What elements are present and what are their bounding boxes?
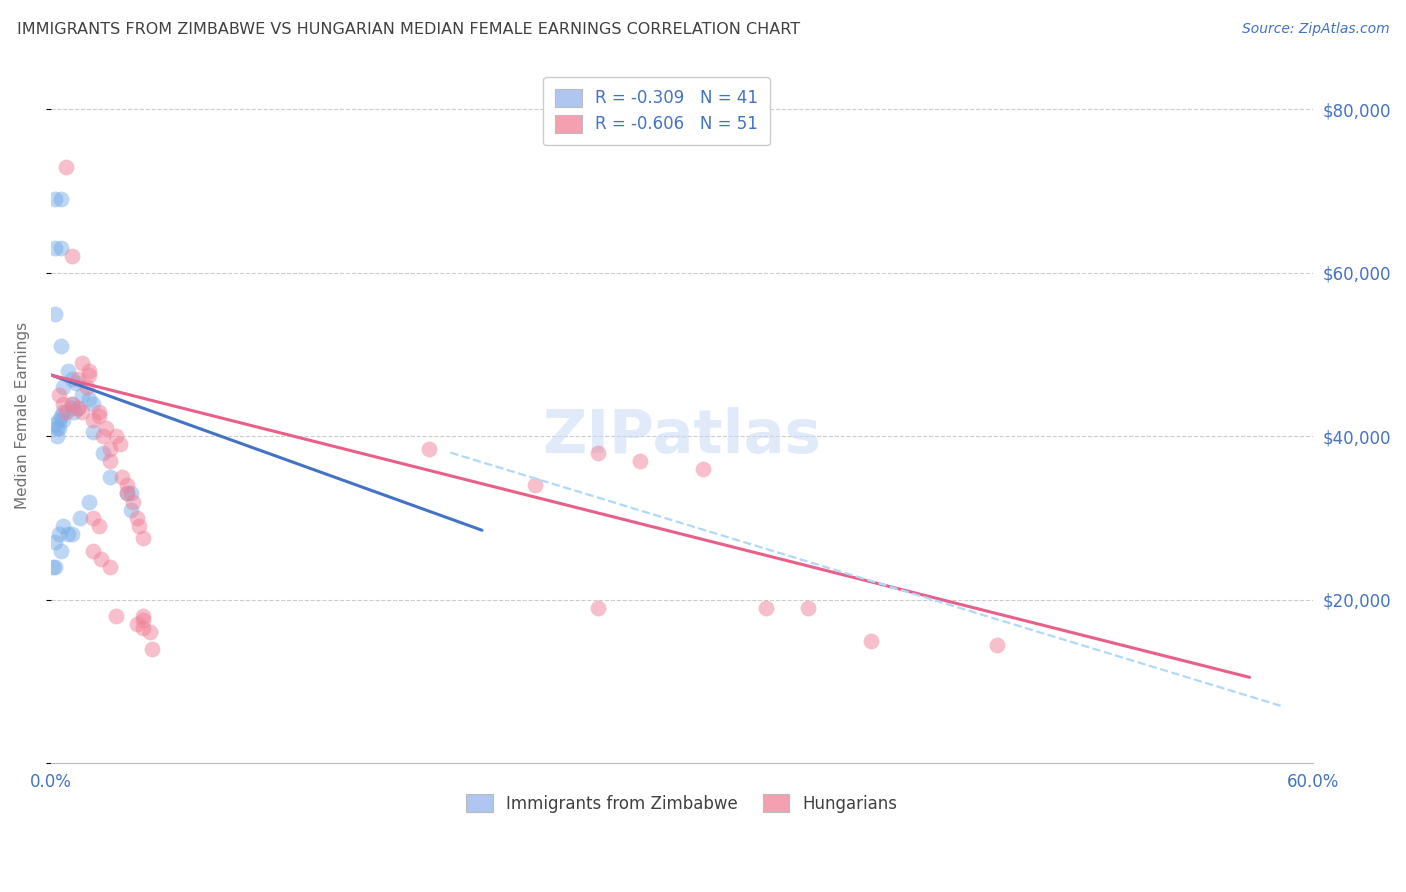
Point <box>418 442 440 456</box>
Point <box>859 633 882 648</box>
Point <box>132 532 155 546</box>
Point <box>52 405 75 419</box>
Point <box>110 437 132 451</box>
Text: IMMIGRANTS FROM ZIMBABWE VS HUNGARIAN MEDIAN FEMALE EARNINGS CORRELATION CHART: IMMIGRANTS FROM ZIMBABWE VS HUNGARIAN ME… <box>17 22 800 37</box>
Point <box>94 421 117 435</box>
Point <box>55 160 77 174</box>
Point <box>138 625 160 640</box>
Point <box>69 511 91 525</box>
Point <box>797 600 820 615</box>
Point <box>44 192 66 206</box>
Point <box>72 388 94 402</box>
Point <box>986 638 1008 652</box>
Point <box>77 364 100 378</box>
Point <box>98 560 121 574</box>
Point <box>105 429 128 443</box>
Point <box>77 392 100 407</box>
Point <box>82 511 104 525</box>
Point <box>60 250 83 264</box>
Point <box>120 486 142 500</box>
Point <box>42 560 65 574</box>
Point <box>48 421 70 435</box>
Point <box>89 405 111 419</box>
Point <box>55 405 77 419</box>
Point <box>46 421 69 435</box>
Text: Source: ZipAtlas.com: Source: ZipAtlas.com <box>1241 22 1389 37</box>
Point <box>82 543 104 558</box>
Point <box>115 486 138 500</box>
Point <box>90 551 112 566</box>
Point <box>105 609 128 624</box>
Point <box>132 609 155 624</box>
Point <box>93 445 115 459</box>
Point <box>77 368 100 382</box>
Point <box>132 621 155 635</box>
Point <box>44 307 66 321</box>
Point <box>586 600 609 615</box>
Point <box>89 409 111 423</box>
Point <box>67 401 90 415</box>
Point <box>67 372 90 386</box>
Point <box>82 425 104 439</box>
Point <box>628 454 651 468</box>
Point <box>115 478 138 492</box>
Point <box>82 413 104 427</box>
Point <box>44 241 66 255</box>
Point <box>52 413 75 427</box>
Point <box>111 470 134 484</box>
Point <box>120 503 142 517</box>
Point <box>98 442 121 456</box>
Point <box>52 396 75 410</box>
Point <box>52 519 75 533</box>
Point <box>44 560 66 574</box>
Point <box>60 396 83 410</box>
Point <box>67 401 90 415</box>
Point <box>56 527 79 541</box>
Point <box>755 600 778 615</box>
Point <box>56 364 79 378</box>
Y-axis label: Median Female Earnings: Median Female Earnings <box>15 322 30 509</box>
Point <box>692 462 714 476</box>
Point <box>51 192 73 206</box>
Point <box>48 527 70 541</box>
Point <box>82 396 104 410</box>
Point <box>65 376 87 391</box>
Point <box>60 527 83 541</box>
Point <box>48 388 70 402</box>
Point <box>89 519 111 533</box>
Point <box>77 494 100 508</box>
Legend: Immigrants from Zimbabwe, Hungarians: Immigrants from Zimbabwe, Hungarians <box>454 782 910 824</box>
Point <box>48 413 70 427</box>
Point <box>51 409 73 423</box>
Point <box>52 380 75 394</box>
Point <box>125 617 148 632</box>
Point <box>72 356 94 370</box>
Point <box>115 486 138 500</box>
Point <box>63 405 86 419</box>
Point <box>60 396 83 410</box>
Point <box>76 380 98 394</box>
Point <box>132 613 155 627</box>
Point <box>60 372 83 386</box>
Point <box>51 241 73 255</box>
Point <box>44 417 66 431</box>
Point <box>46 429 69 443</box>
Point <box>51 339 73 353</box>
Point <box>51 543 73 558</box>
Point <box>60 401 83 415</box>
Point <box>93 429 115 443</box>
Point <box>72 405 94 419</box>
Point <box>141 641 163 656</box>
Point <box>98 454 121 468</box>
Point <box>44 535 66 549</box>
Point <box>523 478 546 492</box>
Point <box>128 519 150 533</box>
Text: ZIPatlas: ZIPatlas <box>543 407 821 467</box>
Point <box>125 511 148 525</box>
Point <box>121 494 143 508</box>
Point <box>98 470 121 484</box>
Point <box>586 445 609 459</box>
